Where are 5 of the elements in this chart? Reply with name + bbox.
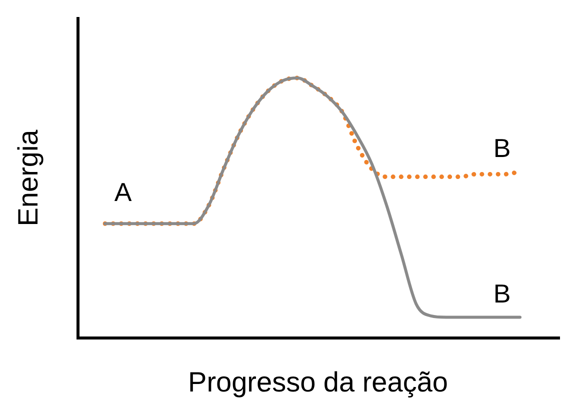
annotation: A [114,176,132,207]
annotation: B [493,278,511,308]
x-axis-title: Progresso da reação [188,366,448,398]
annotation: B [493,132,511,163]
y-axis-title: Energia [12,129,44,226]
